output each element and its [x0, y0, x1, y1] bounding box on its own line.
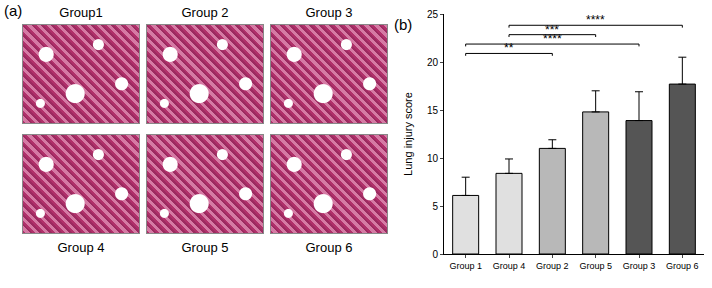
svg-text:(b): (b)	[394, 16, 412, 33]
html-text:Group 5: Group 5	[181, 240, 229, 255]
svg-text:Group 2: Group 2	[536, 261, 569, 271]
svg-text:Group 4: Group 4	[493, 261, 526, 271]
svg-text:Group 6: Group 6	[666, 261, 699, 271]
svg-text:****: ****	[543, 32, 562, 46]
svg-text:Group 1: Group 1	[449, 261, 482, 271]
svg-text:Group 3: Group 3	[623, 261, 656, 271]
svg-text:25: 25	[427, 9, 439, 20]
svg-text:Group 5: Group 5	[579, 261, 612, 271]
svg-text:5: 5	[432, 201, 438, 212]
html-text:Group 6: Group 6	[305, 240, 353, 255]
svg-text:15: 15	[427, 105, 439, 116]
html-text:Group 2: Group 2	[181, 5, 229, 20]
svg-text:****: ****	[586, 13, 605, 27]
svg-text:***: ***	[545, 23, 559, 37]
html-text:Group 3: Group 3	[305, 5, 353, 20]
svg-text:0: 0	[432, 249, 438, 260]
svg-text:10: 10	[427, 153, 439, 164]
svg-text:**: **	[504, 41, 514, 55]
html-text:(a): (a)	[4, 2, 23, 19]
html-text:Group 4: Group 4	[57, 240, 105, 255]
svg-text:Lung injury score: Lung injury score	[402, 92, 414, 176]
svg-text:20: 20	[427, 57, 439, 68]
html-text:Group1: Group1	[59, 5, 103, 20]
